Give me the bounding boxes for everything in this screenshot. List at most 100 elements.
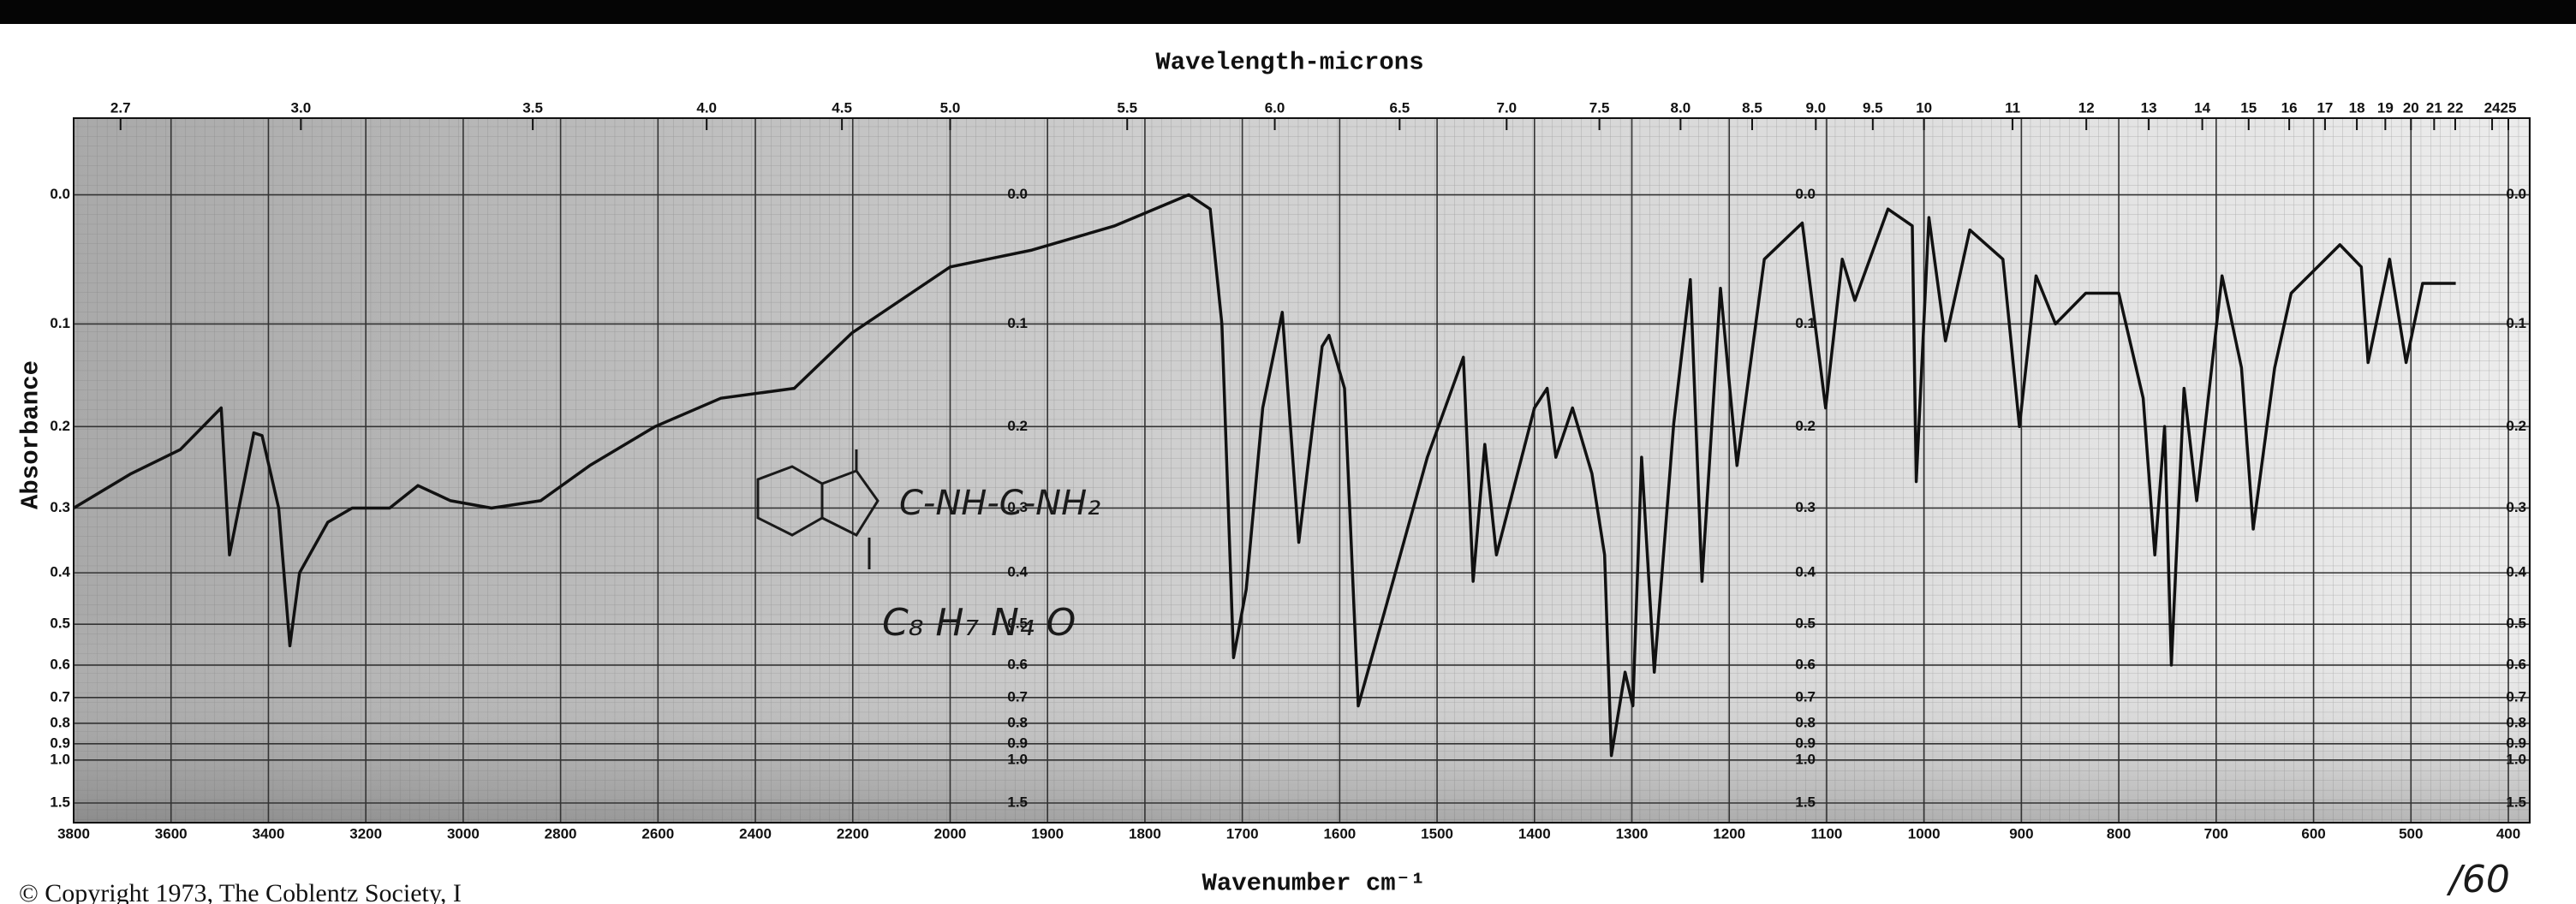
annotation: C-NH-C-NH₂ xyxy=(899,484,1100,523)
y-tick-label: 0.2 xyxy=(1795,418,1816,434)
y-tick-label: 0.5 xyxy=(1795,616,1816,632)
x2-tick-label: 5.0 xyxy=(940,99,961,116)
y-tick-label: 0.7 xyxy=(50,688,70,705)
y-tick-label: 0.3 xyxy=(2506,499,2526,515)
marks: 3800 3600 3400 3200 3000 2800 2600 2400 2200 2000… xyxy=(50,99,2526,842)
x-tick-label: 1800 xyxy=(1129,825,1161,842)
x2-tick-label: 3.0 xyxy=(291,99,312,116)
y-tick-label: 0.8 xyxy=(1795,714,1816,730)
x2-tick-label: 5.5 xyxy=(1117,99,1137,116)
x2-tick-label: 3.5 xyxy=(522,99,543,116)
x2-tick-label: 21 xyxy=(2426,99,2442,116)
y-tick-label: 1.5 xyxy=(50,794,70,810)
y-tick-label: 0.2 xyxy=(2506,418,2526,434)
y-axis-label: Absorbance xyxy=(17,360,45,509)
x-tick-label: 800 xyxy=(2107,825,2131,842)
x-tick-label: 3200 xyxy=(349,825,382,842)
y-tick-label: 0.4 xyxy=(50,564,70,580)
y-tick-label: 0.1 xyxy=(1007,315,1028,331)
y-tick-label: 0.5 xyxy=(2506,616,2526,632)
y-tick-label: 0.8 xyxy=(50,714,70,730)
x2-tick-label: 17 xyxy=(2317,99,2333,116)
annotation: /60 xyxy=(2446,858,2510,901)
structure-sketch xyxy=(756,449,880,569)
x2-tick-label: 25 xyxy=(2501,99,2517,116)
x-tick-label: 1000 xyxy=(1908,825,1941,842)
y-tick-label: 0.2 xyxy=(1007,418,1028,434)
y-tick-label: 0.5 xyxy=(1007,616,1028,632)
y-tick-label: 0.1 xyxy=(1795,315,1816,331)
x2-tick-label: 11 xyxy=(2005,99,2020,116)
y-tick-label: 0.1 xyxy=(50,315,70,331)
x2-tick-label: 7.0 xyxy=(1496,99,1517,116)
x-tick-label: 1300 xyxy=(1616,825,1649,842)
x-tick-label: 3000 xyxy=(447,825,480,842)
y-tick-label: 0.6 xyxy=(1007,656,1028,672)
y-tick-label: 0.3 xyxy=(1795,499,1816,515)
y-tick-label: 0.0 xyxy=(50,186,70,202)
y-tick-label: 1.0 xyxy=(1795,751,1816,767)
x-tick-label: 900 xyxy=(2009,825,2033,842)
x2-tick-label: 18 xyxy=(2349,99,2365,116)
x2-tick-label: 9.5 xyxy=(1863,99,1883,116)
y-tick-label: 0.9 xyxy=(1795,734,1816,751)
x2-tick-label: 14 xyxy=(2194,99,2210,116)
plot-frame xyxy=(73,117,2531,824)
y-tick-label: 0.9 xyxy=(50,734,70,751)
x-tick-label: 400 xyxy=(2496,825,2520,842)
copyright: © Copyright 1973, The Coblentz Society, … xyxy=(19,879,462,904)
x2-tick-label: 8.5 xyxy=(1742,99,1762,116)
x2-tick-label: 16 xyxy=(2281,99,2298,116)
y-tick-label: 0.2 xyxy=(50,418,70,434)
y-tick-label: 0.3 xyxy=(1007,499,1028,515)
y-tick-label: 0.9 xyxy=(2506,734,2526,751)
x-tick-label: 3600 xyxy=(155,825,188,842)
spectrum-line xyxy=(73,193,2456,758)
x-tick-label: 500 xyxy=(2399,825,2423,842)
scan-border xyxy=(0,0,2576,24)
x-tick-label: 1700 xyxy=(1226,825,1259,842)
x2-tick-label: 7.5 xyxy=(1589,99,1610,116)
y-tick-label: 0.1 xyxy=(2506,315,2526,331)
plot-shading xyxy=(74,118,2530,823)
y-tick-label: 0.4 xyxy=(1795,564,1816,580)
y-tick-label: 0.6 xyxy=(2506,656,2526,672)
x2-tick-label: 20 xyxy=(2403,99,2419,116)
x2-tick-label: 6.0 xyxy=(1265,99,1285,116)
y-tick-label: 1.5 xyxy=(1007,794,1028,810)
x2-tick-label: 6.5 xyxy=(1390,99,1410,116)
y-tick-label: 1.0 xyxy=(50,751,70,767)
x2-tick-label: 15 xyxy=(2240,99,2257,116)
x-tick-label: 2400 xyxy=(739,825,772,842)
y-tick-label: 0.7 xyxy=(1007,688,1028,705)
x-tick-label: 2000 xyxy=(934,825,967,842)
x2-tick-label: 19 xyxy=(2377,99,2394,116)
x2-tick-label: 12 xyxy=(2078,99,2095,116)
annotation: C₈ H₇ N₄ O xyxy=(882,601,1076,645)
y-tick-label: 1.5 xyxy=(1795,794,1816,810)
x-tick-label: 3800 xyxy=(57,825,90,842)
x-tick-label: 3400 xyxy=(253,825,285,842)
x-tick-label: 1400 xyxy=(1518,825,1551,842)
y-tick-label: 0.6 xyxy=(50,656,70,672)
y-tick-label: 0.0 xyxy=(2506,186,2526,202)
y-tick-label: 1.0 xyxy=(1007,751,1028,767)
y-tick-label: 0.4 xyxy=(1007,564,1028,580)
x-tick-label: 1900 xyxy=(1031,825,1064,842)
y-tick-label: 0.7 xyxy=(1795,688,1816,705)
y-tick-label: 0.7 xyxy=(2506,688,2526,705)
x-tick-label: 1200 xyxy=(1713,825,1745,842)
x2-tick-label: 8.0 xyxy=(1671,99,1691,116)
y-tick-label: 0.9 xyxy=(1007,734,1028,751)
y-tick-label: 0.3 xyxy=(50,499,70,515)
x2-tick-label: 4.5 xyxy=(832,99,852,116)
x2-tick-label: 10 xyxy=(1916,99,1932,116)
x-tick-label: 700 xyxy=(2204,825,2228,842)
y-tick-label: 0.6 xyxy=(1795,656,1816,672)
x-axis-label: Wavenumber cm⁻¹ xyxy=(1202,870,1425,898)
y-tick-label: 0.8 xyxy=(2506,714,2526,730)
x2-tick-label: 24 xyxy=(2484,99,2501,116)
y-tick-label: 0.0 xyxy=(1007,186,1028,202)
y-tick-label: 1.0 xyxy=(2506,751,2526,767)
